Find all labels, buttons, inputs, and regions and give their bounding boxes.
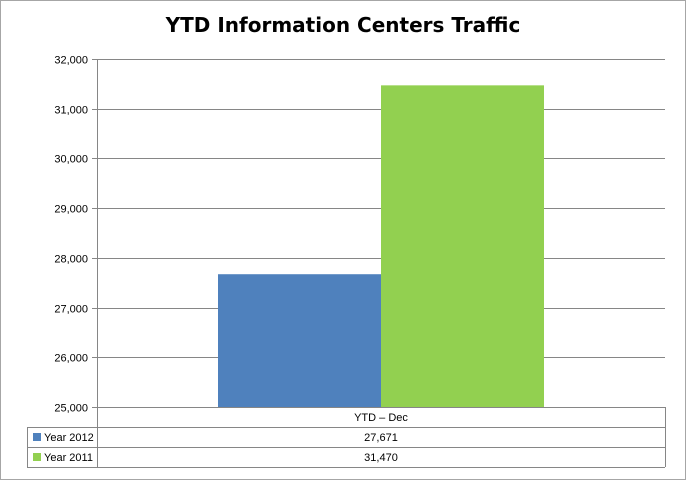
y-tick-label: 29,000 — [54, 204, 88, 216]
legend-label-year-2012: Year 2012 — [44, 432, 94, 444]
data-label-year-2011: 31,470 — [364, 452, 398, 464]
bar-year-2012 — [218, 274, 381, 407]
data-label-year-2012: 27,671 — [364, 432, 398, 444]
x-category-label: YTD – Dec — [354, 412, 408, 424]
y-tick-label: 30,000 — [54, 154, 88, 166]
bar-year-2011 — [381, 85, 544, 407]
y-tick-label: 26,000 — [54, 353, 88, 365]
y-tick-label: 31,000 — [54, 105, 88, 117]
y-tick-label: 27,000 — [54, 304, 88, 316]
y-tick-label: 28,000 — [54, 254, 88, 266]
y-tick-label: 32,000 — [54, 55, 88, 67]
chart-title: YTD Information Centers Traffic — [165, 13, 521, 37]
legend-key-year-2011 — [33, 453, 41, 461]
legend-label-year-2011: Year 2011 — [44, 452, 93, 464]
legend-key-year-2012 — [33, 433, 41, 441]
y-tick-label: 25,000 — [54, 403, 88, 415]
